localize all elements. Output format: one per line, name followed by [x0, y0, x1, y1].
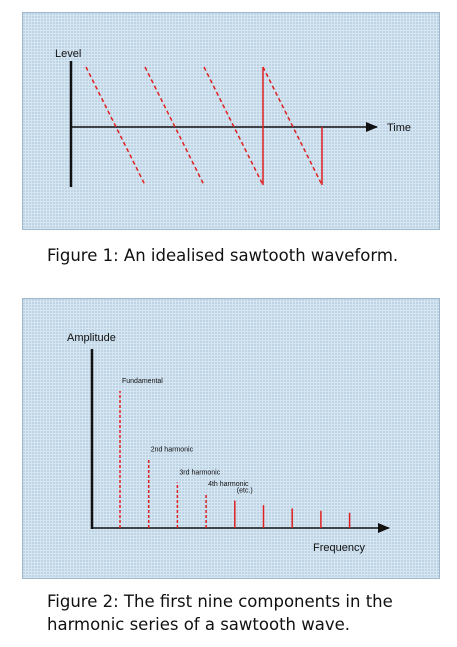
figure2-caption-line1: Figure 2: The first nine components in t… — [47, 592, 393, 611]
figure1-caption: Figure 1: An idealised sawtooth waveform… — [47, 246, 399, 265]
harmonic-bars — [119, 391, 351, 528]
harmonic-label-1: Fundamental — [122, 378, 163, 385]
time-axis-label: Time — [387, 122, 411, 134]
figure2-caption-line2: harmonic series of a sawtooth wave. — [47, 615, 351, 634]
sawtooth-ramp — [262, 66, 323, 186]
harmonic-labels: Fundamental 2nd harmonic 3rd harmonic 4th h… — [122, 378, 253, 495]
harmonic-label-2: 2nd harmonic — [151, 447, 194, 454]
harmonic-label-5: (etc.) — [237, 488, 253, 495]
sawtooth-ramp — [144, 66, 205, 186]
sawtooth-ramp — [203, 66, 264, 186]
harmonic-label-3: 3rd harmonic — [179, 469, 220, 476]
figure2-panel: Amplitude Frequency Fundamental 2nd harmo… — [22, 298, 440, 579]
sawtooth-diagram: Level Time — [55, 48, 411, 187]
sawtooth-ramp — [85, 66, 146, 186]
sawtooth-wave — [85, 66, 323, 186]
level-axis-label: Level — [55, 48, 81, 60]
harmonic-label-4: 4th harmonic — [208, 481, 249, 488]
frequency-axis-label: Frequency — [313, 542, 365, 554]
figure2-caption: Figure 2: The first nine components in t… — [47, 590, 447, 636]
figure1-panel: Level Time — [22, 12, 440, 230]
amplitude-axis-label: Amplitude — [67, 332, 116, 344]
harmonic-spectrum-chart: Amplitude Frequency Fundamental 2nd harmo… — [67, 332, 390, 554]
